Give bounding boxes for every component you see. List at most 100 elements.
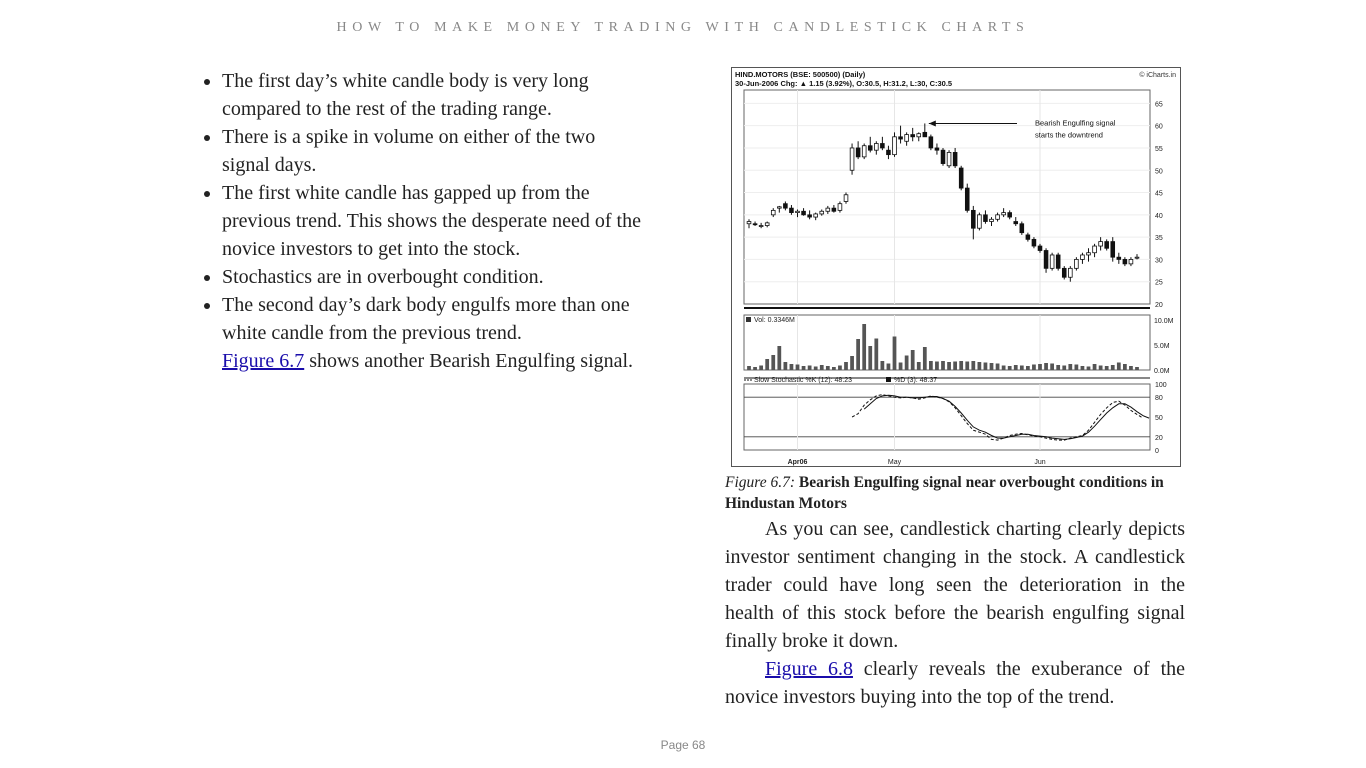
volume-bar <box>850 356 854 370</box>
list-item: The second day’s dark body engulfs more … <box>222 291 642 347</box>
candle-body <box>1074 259 1078 268</box>
candle-body <box>1014 222 1018 224</box>
volume-bar <box>759 366 763 371</box>
stochastic-tick-label: 100 <box>1155 382 1167 389</box>
right-column: HIND.MOTORS (BSE: 500500) (Daily) 30-Jun… <box>725 67 1185 711</box>
candle-body <box>1002 213 1006 215</box>
paragraph-sentiment: As you can see, candlestick charting cle… <box>725 515 1185 655</box>
stochastic-k-line <box>852 395 1143 441</box>
volume-bar <box>796 365 800 371</box>
volume-bar <box>887 364 891 371</box>
volume-bar <box>1105 366 1109 370</box>
candle-body <box>796 211 800 212</box>
candle-body <box>826 208 830 211</box>
candle-body <box>1032 239 1036 246</box>
stochastic-tick-label: 50 <box>1155 415 1163 422</box>
candle-body <box>1038 246 1042 250</box>
candle-body <box>808 215 812 217</box>
volume-bar <box>905 356 909 371</box>
price-tick-label: 20 <box>1155 302 1163 309</box>
volume-bar <box>996 364 1000 371</box>
candle-body <box>1129 259 1133 263</box>
candle-body <box>1117 257 1121 259</box>
paragraph-figure-intro: Figure 6.7 shows another Bearish Engulfi… <box>182 347 642 375</box>
volume-bar <box>1020 366 1024 371</box>
volume-bar <box>1050 364 1054 371</box>
volume-bar <box>1074 365 1078 371</box>
volume-bar <box>856 339 860 370</box>
annotation-text: Bearish Engulfing signal <box>1035 118 1116 127</box>
volume-bar <box>929 361 933 370</box>
stochastic-d-legend-swatch <box>886 377 891 382</box>
candle-body <box>971 210 975 228</box>
volume-bar <box>1014 365 1018 370</box>
list-item: Stochastics are in overbought condition. <box>222 263 642 291</box>
volume-bar <box>1038 364 1042 370</box>
candle-body <box>1062 268 1066 277</box>
candle-body <box>1044 251 1048 269</box>
volume-bar <box>935 362 939 371</box>
candle-body <box>777 207 781 208</box>
volume-bar <box>965 362 969 371</box>
candle-body <box>1123 259 1127 263</box>
candle-body <box>759 226 763 227</box>
price-tick-label: 30 <box>1155 257 1163 264</box>
volume-bar <box>941 361 945 370</box>
stochastic-tick-label: 20 <box>1155 435 1163 442</box>
candle-body <box>880 144 884 148</box>
volume-bar <box>826 366 830 370</box>
list-item: The first day’s white candle body is ver… <box>222 67 642 123</box>
candle-body <box>905 135 909 142</box>
volume-bar <box>953 362 957 371</box>
candle-body <box>977 215 981 228</box>
volume-bar <box>820 365 824 370</box>
stochastic-d-line <box>864 395 1149 439</box>
candle-body <box>911 135 915 137</box>
volume-bar <box>1062 366 1066 371</box>
page-number: Page 68 <box>0 738 1366 752</box>
candle-body <box>984 215 988 222</box>
candle-body <box>850 148 854 170</box>
candle-body <box>1050 255 1054 268</box>
candle-body <box>838 204 842 211</box>
candle-body <box>990 219 994 221</box>
volume-legend-swatch <box>746 317 751 322</box>
volume-bar <box>1129 366 1133 370</box>
paragraph-exuberance: Figure 6.8 clearly reveals the exuberanc… <box>725 655 1185 711</box>
chart-header-title: HIND.MOTORS (BSE: 500500) (Daily) <box>735 70 866 79</box>
volume-bar <box>808 366 812 371</box>
volume-bar <box>832 367 836 370</box>
volume-bar <box>893 337 897 371</box>
volume-bar <box>1056 365 1060 370</box>
candle-body <box>1111 242 1115 258</box>
volume-bar <box>880 361 884 370</box>
figure-6-8-link[interactable]: Figure 6.8 <box>765 658 853 680</box>
price-tick-label: 60 <box>1155 124 1163 131</box>
candle-body <box>1008 213 1012 217</box>
x-tick-label: May <box>888 459 902 466</box>
candle-body <box>899 137 903 139</box>
volume-bar <box>923 347 927 370</box>
volume-bar <box>1002 366 1006 371</box>
candle-body <box>935 148 939 150</box>
volume-bar <box>977 362 981 370</box>
candle-body <box>1068 268 1072 277</box>
candle-body <box>832 208 836 211</box>
volume-bar <box>990 363 994 370</box>
volume-bar <box>1026 366 1030 370</box>
volume-bar <box>1111 365 1115 370</box>
candle-body <box>1099 242 1103 246</box>
price-tick-label: 55 <box>1155 146 1163 153</box>
volume-tick-label: 5.0M <box>1154 343 1170 350</box>
price-tick-label: 35 <box>1155 235 1163 242</box>
candle-body <box>1087 253 1091 255</box>
candle-body <box>887 150 891 154</box>
volume-bar <box>971 361 975 370</box>
volume-bar <box>790 364 794 370</box>
volume-bar <box>1032 365 1036 371</box>
price-tick-label: 45 <box>1155 191 1163 198</box>
list-item: There is a spike in volume on either of … <box>222 123 642 179</box>
price-tick-label: 50 <box>1155 168 1163 175</box>
candle-body <box>1026 235 1030 239</box>
figure-6-7-link[interactable]: Figure 6.7 <box>222 350 304 372</box>
